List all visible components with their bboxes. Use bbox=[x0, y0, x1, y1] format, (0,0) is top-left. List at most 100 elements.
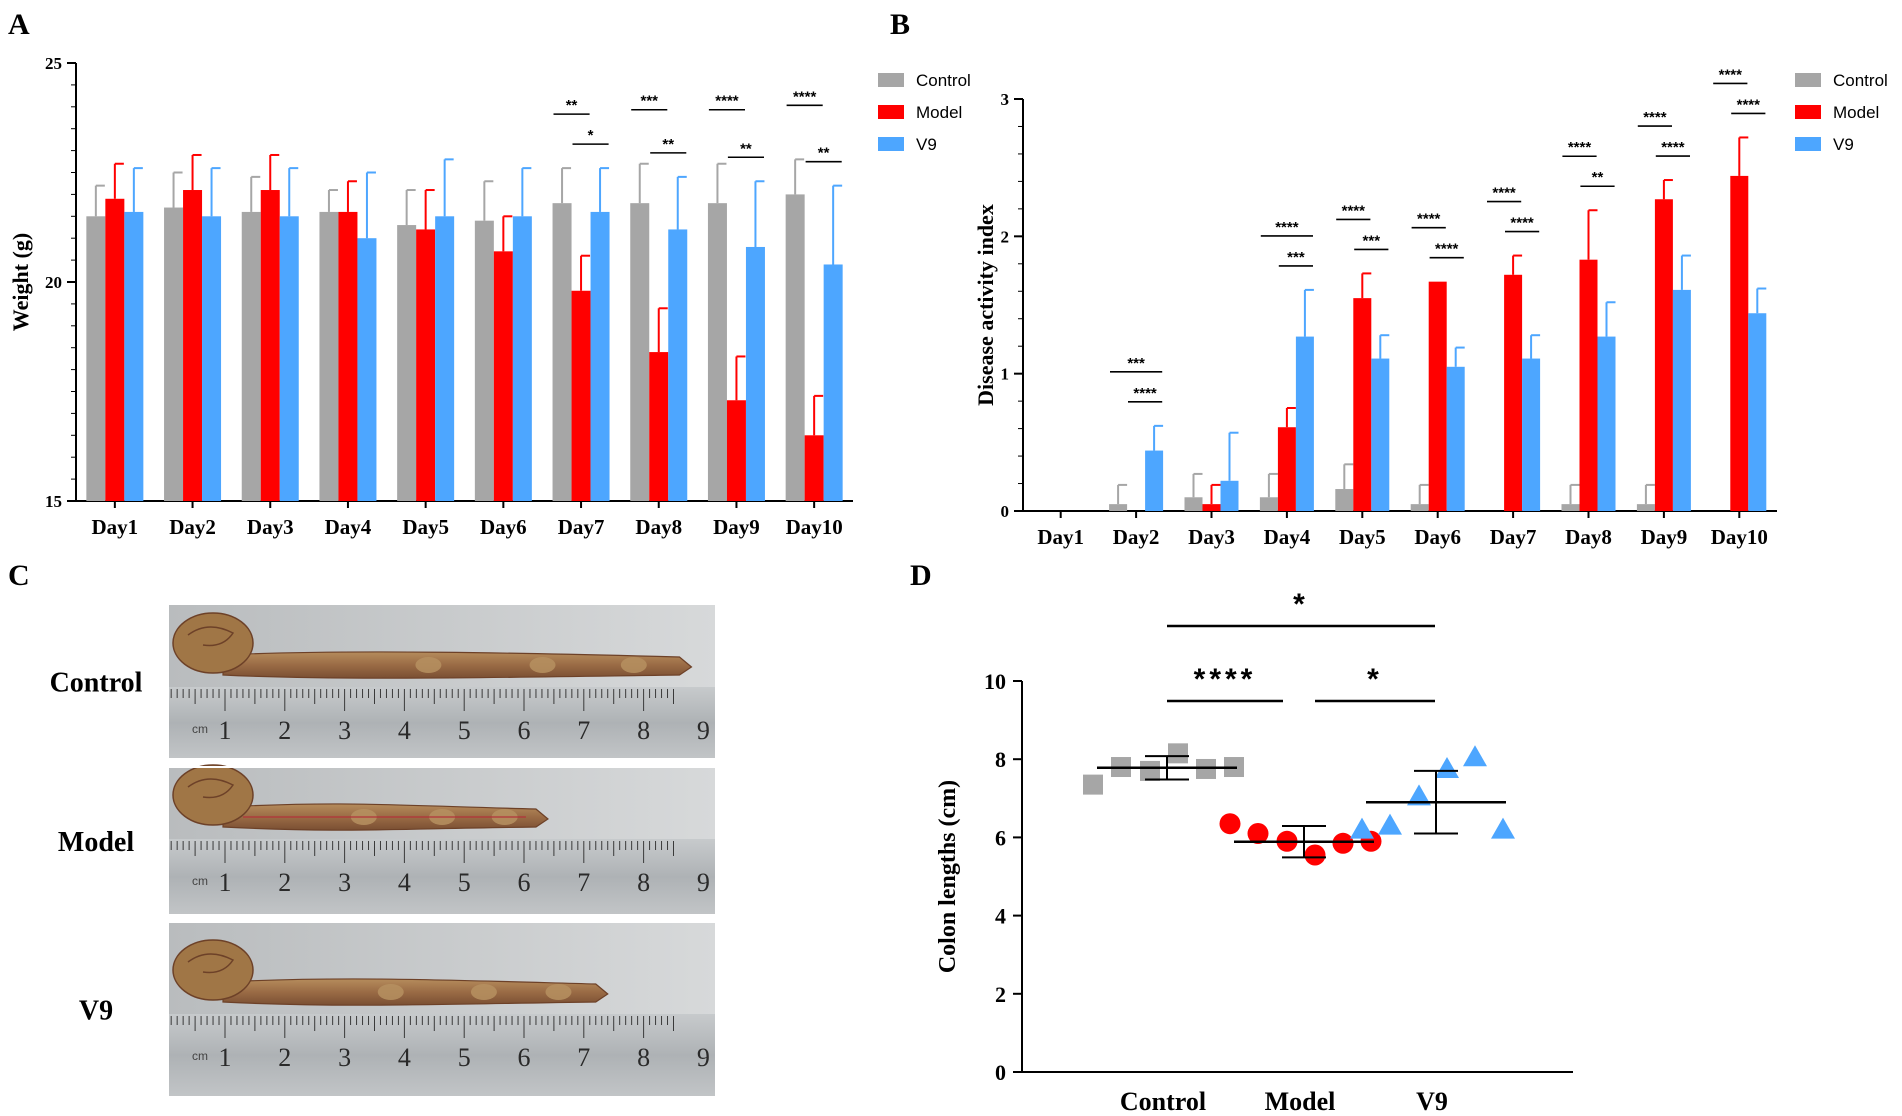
colon-tissue bbox=[222, 651, 693, 679]
ruler-number: 1 bbox=[219, 1043, 232, 1072]
photo-frame bbox=[167, 603, 717, 760]
significance-label: * bbox=[1367, 663, 1383, 696]
significance-label: *** bbox=[1363, 232, 1381, 249]
bar-control bbox=[707, 203, 727, 501]
y-tick-label: 10 bbox=[984, 669, 1006, 694]
significance-label: *** bbox=[640, 93, 658, 110]
bar-control bbox=[241, 211, 261, 502]
colon-segment bbox=[415, 657, 442, 673]
cecum bbox=[172, 612, 254, 674]
significance-label: **** bbox=[1275, 219, 1299, 236]
bar-v9 bbox=[1371, 358, 1390, 511]
bar-v9 bbox=[1597, 336, 1616, 511]
bar-control bbox=[397, 225, 417, 501]
x-tick-label: Day6 bbox=[1414, 525, 1461, 549]
bar-model bbox=[1730, 175, 1749, 511]
significance-label: * bbox=[588, 127, 594, 144]
significance-label: **** bbox=[1133, 385, 1157, 402]
point-v9 bbox=[1435, 756, 1459, 778]
bar-model bbox=[1654, 199, 1673, 511]
y-tick-label: 4 bbox=[995, 904, 1006, 929]
ruler-number: 2 bbox=[278, 1043, 291, 1072]
significance-label: ** bbox=[740, 140, 752, 157]
ruler bbox=[168, 839, 716, 915]
bar-model bbox=[183, 190, 203, 501]
ruler-number: 4 bbox=[398, 1043, 411, 1072]
x-tick-label: Day9 bbox=[1641, 525, 1688, 549]
legend-v9: V9 bbox=[916, 135, 937, 154]
colon-segment bbox=[529, 657, 556, 673]
legend-swatch-v9 bbox=[1795, 137, 1821, 151]
bar-control bbox=[319, 211, 339, 502]
bar-v9 bbox=[1672, 289, 1691, 511]
y-tick-label: 6 bbox=[995, 825, 1006, 850]
chart-a-weight: 15 20 25 Weight (g) Day1 Day2 Day3 Day4 Day5 Day6… bbox=[8, 54, 971, 539]
ruler-number: 4 bbox=[398, 716, 411, 745]
point-v9 bbox=[1378, 813, 1402, 835]
y-tick-label: 8 bbox=[995, 747, 1006, 772]
point-v9 bbox=[1463, 745, 1487, 767]
colon-segment bbox=[620, 657, 647, 673]
significance-label: *** bbox=[1127, 355, 1145, 372]
x-tick-label: Day7 bbox=[1490, 525, 1537, 549]
significance-label: **** bbox=[1510, 215, 1534, 232]
cecum-fold bbox=[187, 626, 235, 647]
ruler-number: 9 bbox=[697, 1043, 710, 1072]
ruler-number: 9 bbox=[697, 716, 710, 745]
bar-model bbox=[649, 352, 669, 501]
y-axis-title: Colon lengths (cm) bbox=[935, 780, 961, 973]
y-axis-title: Weight (g) bbox=[8, 233, 33, 331]
point-model bbox=[1332, 832, 1354, 854]
significance-label: **** bbox=[1417, 211, 1441, 228]
y-tick-label: 0 bbox=[995, 1060, 1006, 1085]
colon-segment bbox=[545, 984, 572, 1000]
x-tick-label: Day1 bbox=[1037, 525, 1084, 549]
ruler-number: 8 bbox=[637, 1043, 650, 1072]
ruler-number: 3 bbox=[338, 1043, 351, 1072]
bar-v9 bbox=[1220, 480, 1239, 511]
bar-control bbox=[1335, 489, 1354, 511]
x-tick-label: Day9 bbox=[713, 515, 760, 539]
legend-v9: V9 bbox=[1833, 135, 1854, 154]
significance-label: **** bbox=[1194, 663, 1257, 696]
bar-control bbox=[1636, 504, 1655, 511]
ruler-number: 2 bbox=[278, 868, 291, 897]
ruler-number: 6 bbox=[518, 1043, 531, 1072]
bar-v9 bbox=[823, 264, 843, 501]
ruler-number: 5 bbox=[458, 716, 471, 745]
bar-model bbox=[571, 290, 591, 501]
y-tick-label: 15 bbox=[45, 492, 62, 511]
point-model bbox=[1247, 822, 1269, 844]
bar-control bbox=[1109, 504, 1128, 511]
bar-model bbox=[493, 251, 513, 501]
x-tick-label: Model bbox=[1265, 1087, 1336, 1116]
x-tick-label: Day5 bbox=[402, 515, 449, 539]
legend-model: Model bbox=[1833, 103, 1879, 122]
ruler-number: 4 bbox=[398, 868, 411, 897]
bar-model bbox=[726, 400, 746, 501]
bar-control bbox=[552, 203, 572, 501]
x-tick-label: Day10 bbox=[1711, 525, 1768, 549]
point-v9 bbox=[1350, 817, 1374, 839]
bar-model bbox=[1353, 298, 1372, 511]
cecum-fold bbox=[187, 778, 235, 799]
bar-control bbox=[86, 216, 106, 502]
ruler-number: 7 bbox=[577, 716, 590, 745]
bar-v9 bbox=[512, 216, 532, 502]
chart-b-disease-activity: 0 1 2 3 Disease activity index Day1 Day2 Day3 Da… bbox=[973, 66, 1888, 549]
x-tick-label: Day2 bbox=[169, 515, 216, 539]
cecum bbox=[172, 939, 254, 1001]
bar-v9 bbox=[1446, 366, 1465, 511]
x-tick-label: Day10 bbox=[786, 515, 843, 539]
y-tick-label: 3 bbox=[1001, 90, 1010, 109]
significance-label: **** bbox=[1737, 96, 1761, 113]
ruler-number: 6 bbox=[518, 716, 531, 745]
chart-d-colon-length: 0 2 4 6 8 10 Colon lengths (cm) Control Model V9 *… bbox=[935, 588, 1573, 1116]
ruler-number: 1 bbox=[219, 868, 232, 897]
photo-label-model: Model bbox=[58, 827, 134, 858]
ruler-number: 2 bbox=[278, 716, 291, 745]
x-tick-label: Day4 bbox=[325, 515, 372, 539]
significance-label: **** bbox=[1661, 139, 1685, 156]
bar-model bbox=[1428, 281, 1447, 511]
